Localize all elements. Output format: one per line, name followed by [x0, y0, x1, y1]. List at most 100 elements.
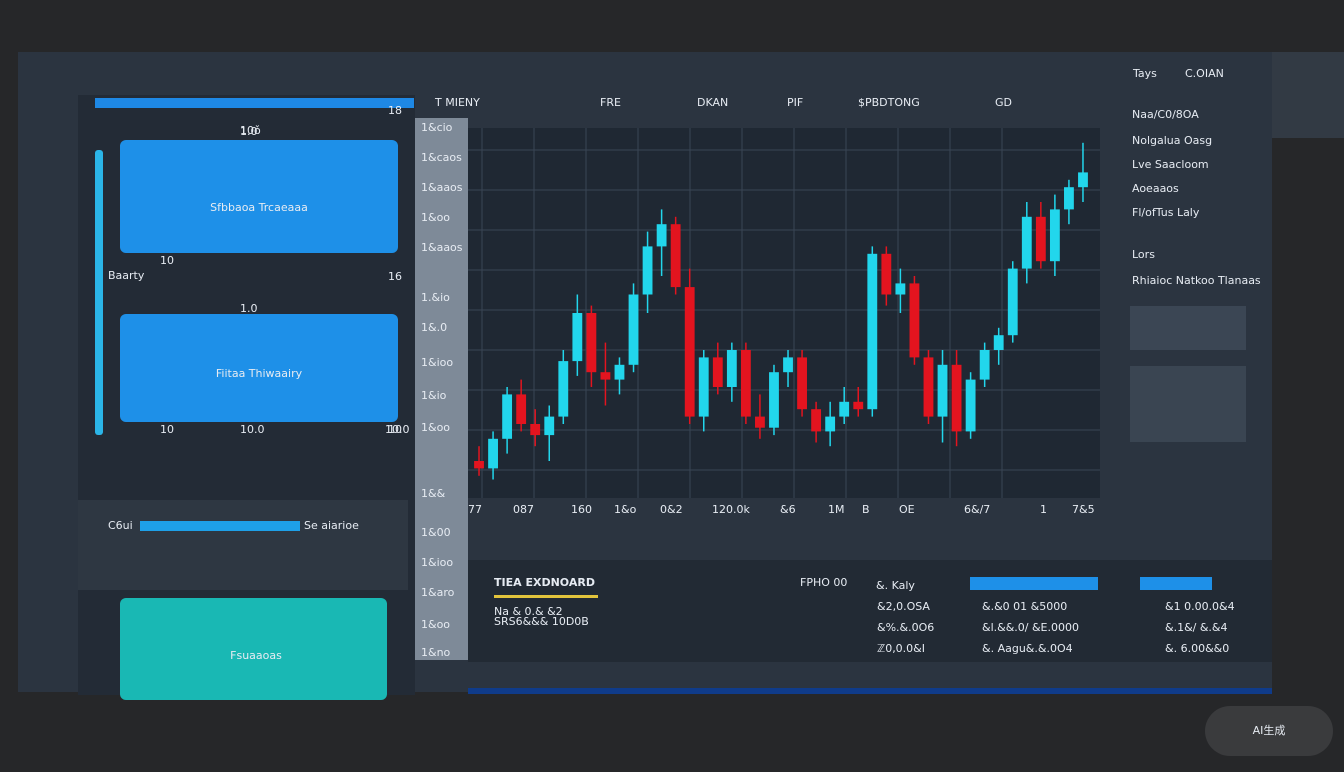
sidebar-label: 10 — [388, 423, 402, 436]
axis-label: 1&ioo — [421, 356, 453, 369]
panel-header: C.OIAN — [1185, 67, 1224, 80]
candle-body — [670, 224, 681, 288]
side-strip — [415, 118, 468, 660]
candle-body — [558, 361, 569, 417]
thumb-box — [1130, 306, 1246, 350]
col-header: &. Kaly — [876, 579, 915, 592]
table-cell: &.&0 01 &5000 — [982, 600, 1067, 613]
progress-label: Se aiarioe — [304, 519, 359, 532]
x-tick-label: OE — [899, 503, 915, 516]
axis-label: 1&oo — [421, 211, 450, 224]
axis-label: 1&aro — [421, 586, 455, 599]
candle-body — [1035, 216, 1046, 262]
underline — [494, 595, 598, 598]
candle-body — [740, 350, 751, 417]
candle-body — [909, 283, 920, 358]
candle-body — [628, 294, 639, 365]
table-cell: &. Aagu&.&.0O4 — [982, 642, 1073, 655]
sidebar-label: 1.0 — [240, 125, 258, 138]
candle-body — [684, 287, 695, 417]
candle-body — [712, 357, 723, 387]
nav-item: GD — [995, 96, 1012, 109]
candle-body — [839, 401, 850, 417]
x-tick-label: 0&2 — [660, 503, 683, 516]
axis-label: 1&oo — [421, 618, 450, 631]
axis-label: 1&oo — [421, 421, 450, 434]
x-tick-label: 7&5 — [1072, 503, 1095, 516]
axis-label: 1&& — [421, 487, 446, 500]
card-label: Fsuaaoas — [230, 649, 282, 662]
x-tick-label: &6 — [780, 503, 796, 516]
table-cell: &%.&.0O6 — [877, 621, 934, 634]
nav-item: DKAN — [697, 96, 728, 109]
table-title: TIEA EXDNOARD — [494, 576, 595, 589]
sidebar-bar — [95, 98, 414, 108]
sidebar-label: 10 — [160, 254, 174, 267]
card[interactable] — [120, 140, 398, 253]
candle-body — [937, 364, 948, 417]
nav-item: FRE — [600, 96, 621, 109]
sidebar-block — [78, 500, 408, 590]
candle-body — [825, 416, 836, 432]
candle-body — [474, 461, 484, 469]
sidebar-label: 1.0 — [240, 302, 258, 315]
x-tick-label: 1&o — [614, 503, 637, 516]
candle-body — [544, 416, 555, 436]
candle-body — [656, 224, 667, 247]
plot-area — [468, 128, 1100, 498]
watermark: AI生成 — [1253, 723, 1286, 737]
panel-item: Naa/C0/8OA — [1132, 108, 1199, 121]
axis-label: 1&aaos — [421, 181, 463, 194]
progress-label: C6ui — [108, 519, 133, 532]
axis-label: 1.&io — [421, 291, 450, 304]
candle-body — [811, 409, 822, 432]
card-label: Sfbbaoa Trcaeaaa — [210, 201, 308, 214]
candle-body — [755, 416, 765, 428]
bottom-panel — [468, 560, 1272, 662]
sidebar-label: Baarty — [108, 269, 145, 282]
axis-label: 1&no — [421, 646, 451, 659]
candle-body — [867, 253, 878, 410]
sidebar-label: 10.0 — [385, 423, 410, 436]
table-cell: &2,0.OSA — [877, 600, 930, 613]
candle-body — [895, 283, 906, 295]
table-cell: &. 6.00&&0 — [1165, 642, 1229, 655]
candle-body — [642, 246, 653, 295]
candle-body — [600, 372, 611, 380]
candle-body — [1049, 209, 1060, 262]
card[interactable] — [120, 314, 398, 422]
card-label: Fiitaa Thiwaairy — [216, 367, 303, 380]
x-tick-label: 6&/7 — [964, 503, 990, 516]
col-header: FPHO 00 — [800, 576, 847, 589]
sidebar-label: 18 — [388, 104, 402, 117]
x-tick-label: 120.0k — [712, 503, 750, 516]
x-tick-label: 1 — [1040, 503, 1047, 516]
panel-header: Tays — [1132, 67, 1157, 80]
bottom-accent — [468, 688, 1272, 694]
candle-body — [951, 364, 962, 432]
axis-label: 1&aaos — [421, 241, 463, 254]
card[interactable] — [120, 598, 387, 700]
sidebar-label: 10 — [160, 423, 174, 436]
candle-body — [502, 394, 513, 439]
candle-body — [614, 364, 625, 380]
candle-body — [783, 357, 793, 373]
candle-body — [923, 357, 934, 417]
candle-body — [881, 253, 892, 295]
candle-body — [698, 357, 709, 417]
candle-body — [726, 350, 737, 387]
axis-label: 1&.0 — [421, 321, 447, 334]
candle-body — [530, 424, 541, 436]
sidebar-label: 10.0 — [240, 423, 265, 436]
candle-body — [993, 335, 1004, 350]
sidebar-label: 10ǒ — [240, 124, 261, 137]
axis-label: 1&caos — [421, 151, 462, 164]
panel-section: Lors — [1132, 248, 1155, 261]
x-tick-label: 77 — [468, 503, 482, 516]
table-cell: &1 0.00.0&4 — [1165, 600, 1235, 613]
candle-body — [1078, 172, 1088, 188]
thumb-box — [1130, 366, 1246, 442]
nav-item: T MIENY — [434, 96, 480, 109]
